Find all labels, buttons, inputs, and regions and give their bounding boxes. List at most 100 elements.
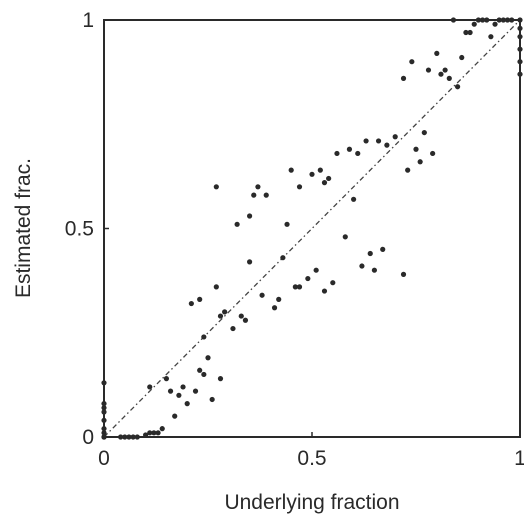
x-tick-label: 0	[98, 447, 110, 470]
data-point	[517, 25, 523, 31]
data-point	[405, 167, 411, 173]
data-point	[375, 138, 382, 144]
data-point	[247, 259, 253, 265]
data-point	[517, 71, 523, 77]
data-point	[517, 46, 523, 52]
data-point	[213, 184, 219, 190]
y-axis-label: Estimated frac.	[12, 158, 35, 298]
data-point	[363, 138, 369, 144]
data-points	[101, 17, 523, 440]
data-point	[492, 21, 498, 27]
data-point	[101, 401, 107, 407]
data-point	[176, 392, 182, 398]
data-point	[442, 67, 448, 73]
data-point	[342, 234, 348, 240]
data-point	[313, 267, 319, 273]
data-point	[255, 184, 261, 190]
data-point	[371, 267, 377, 273]
data-point	[517, 59, 523, 65]
data-point	[326, 175, 332, 182]
data-point	[147, 430, 153, 436]
data-point	[271, 305, 278, 311]
data-point	[355, 150, 361, 157]
reference-line-layer	[103, 19, 521, 438]
data-point	[305, 275, 311, 282]
data-point	[209, 396, 215, 403]
data-point	[276, 296, 282, 302]
data-point	[122, 434, 128, 440]
data-point	[163, 376, 169, 382]
data-point	[400, 271, 407, 277]
data-point	[126, 434, 132, 440]
data-point	[392, 134, 398, 140]
data-point	[197, 367, 203, 373]
data-point	[167, 388, 174, 394]
data-point	[205, 355, 211, 361]
data-point	[101, 405, 107, 411]
x-ticks: 0 0.5 1	[98, 432, 524, 470]
data-point	[101, 426, 107, 432]
data-point	[247, 213, 253, 219]
data-point	[172, 413, 178, 419]
data-point	[201, 334, 207, 340]
data-point	[242, 317, 249, 323]
data-point	[346, 146, 353, 152]
data-point	[143, 432, 149, 438]
data-point	[496, 17, 502, 23]
data-point	[434, 50, 440, 56]
data-point	[409, 59, 415, 65]
data-point	[471, 21, 477, 27]
y-ticks: 00.51	[65, 9, 109, 449]
data-point	[413, 146, 419, 152]
data-point	[217, 376, 224, 382]
data-point	[500, 17, 506, 23]
data-point	[484, 17, 490, 23]
data-point	[334, 150, 340, 157]
y-tick-label: 0	[82, 426, 94, 449]
data-point	[101, 409, 107, 415]
data-point	[259, 292, 265, 298]
data-point	[155, 430, 161, 436]
x-tick-label: 0.5	[297, 447, 326, 470]
data-point	[251, 192, 257, 198]
data-point	[284, 221, 290, 227]
data-point	[118, 434, 124, 440]
data-point	[309, 171, 315, 177]
data-point	[438, 71, 444, 77]
x-tick-label: 1	[514, 447, 524, 470]
data-point	[455, 84, 461, 90]
data-point	[359, 263, 365, 269]
data-point	[488, 34, 494, 40]
data-point	[421, 129, 427, 136]
data-point	[192, 388, 199, 394]
data-point	[430, 150, 436, 157]
y-tick-label: 1	[82, 9, 94, 32]
data-point	[130, 434, 136, 440]
data-point	[504, 17, 511, 23]
data-point	[188, 300, 194, 307]
data-point	[450, 17, 457, 23]
data-point	[317, 167, 323, 173]
data-point	[509, 17, 515, 23]
data-point	[238, 313, 244, 319]
data-point	[147, 384, 153, 390]
data-point	[446, 75, 452, 81]
data-point	[425, 67, 432, 73]
data-point	[384, 142, 390, 148]
data-point	[280, 255, 286, 261]
data-point	[459, 54, 465, 61]
data-point	[263, 192, 269, 198]
data-point	[330, 280, 336, 286]
data-point	[288, 167, 294, 173]
data-point	[417, 159, 423, 165]
data-point	[217, 313, 224, 319]
y-tick-label: 0.5	[65, 218, 94, 241]
data-point	[463, 29, 469, 36]
data-point	[213, 284, 219, 290]
data-point	[367, 250, 373, 257]
data-point	[351, 196, 357, 202]
data-point	[230, 325, 236, 332]
data-point	[467, 29, 473, 36]
data-point	[101, 380, 107, 386]
